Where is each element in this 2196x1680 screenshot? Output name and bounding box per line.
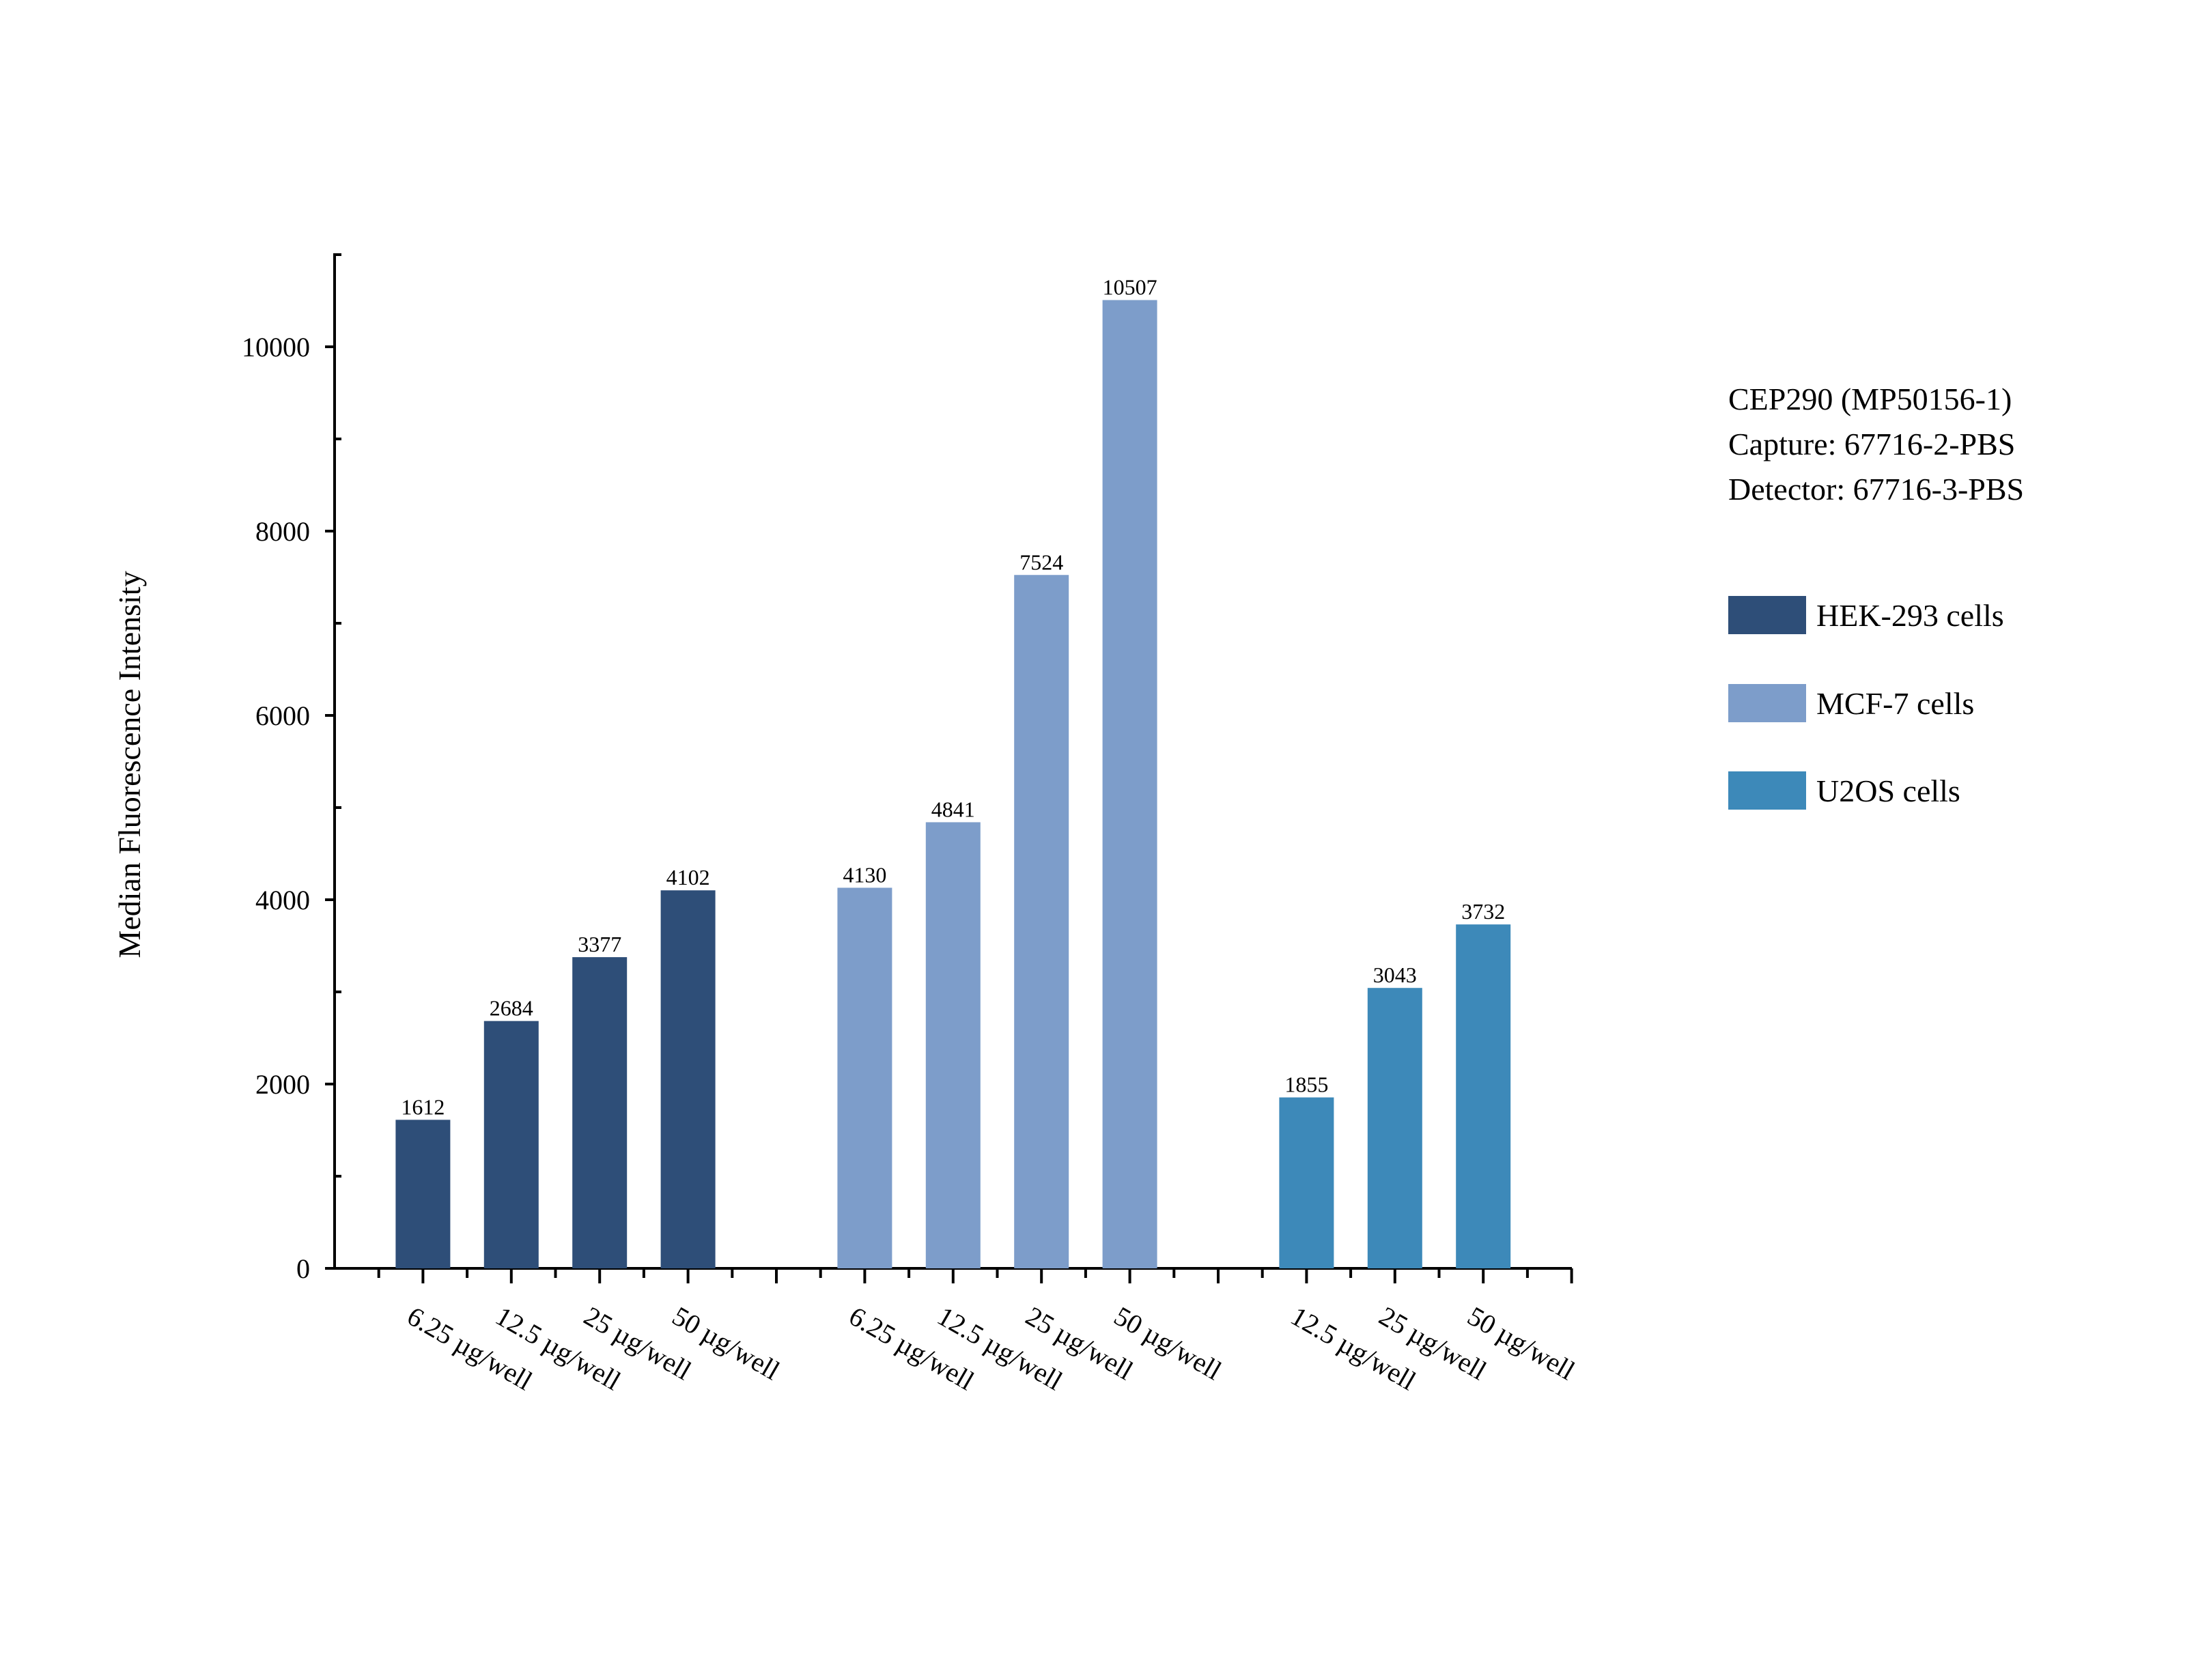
y-tick-label: 10000 (242, 332, 310, 362)
legend: HEK-293 cells MCF-7 cells U2OS cells (1728, 596, 2004, 810)
data-label: 3732 (1461, 899, 1505, 924)
data-label: 4130 (843, 862, 886, 887)
bar (572, 957, 628, 1268)
bar (1456, 924, 1511, 1268)
y-tick-label: 4000 (255, 885, 310, 915)
info-line-1: CEP290 (MP50156-1) (1728, 382, 2012, 416)
bar (1014, 575, 1069, 1268)
data-label: 3043 (1373, 963, 1417, 987)
data-label: 4841 (931, 797, 975, 821)
legend-swatch (1728, 684, 1806, 722)
info-line-3: Detector: 67716-3-PBS (1728, 472, 2024, 507)
bar (660, 890, 716, 1268)
legend-label: MCF-7 cells (1816, 686, 1974, 721)
bars (395, 300, 1511, 1269)
bar (837, 887, 892, 1268)
data-label: 3377 (578, 932, 621, 956)
data-label: 7524 (1019, 550, 1063, 574)
bar (1102, 300, 1157, 1269)
y-tick-label: 6000 (255, 700, 310, 731)
data-labels: 1612 2684 3377 4102 4130 4841 7524 10507 1855 304… (401, 275, 1505, 1120)
data-label: 10507 (1103, 275, 1157, 300)
legend-swatch (1728, 596, 1806, 634)
y-tick-label: 8000 (255, 516, 310, 547)
axes: 0 2000 4000 6000 8000 10000 (242, 253, 1573, 1284)
bar (1279, 1097, 1334, 1268)
bar (395, 1120, 451, 1268)
y-tick-label: 2000 (255, 1069, 310, 1100)
y-tick-label: 0 (296, 1253, 310, 1284)
data-label: 4102 (666, 865, 710, 889)
legend-label: U2OS cells (1816, 773, 1960, 808)
legend-swatch (1728, 771, 1806, 810)
legend-label: HEK-293 cells (1816, 598, 2004, 633)
info-line-2: Capture: 67716-2-PBS (1728, 427, 2015, 461)
data-label: 1855 (1284, 1072, 1328, 1097)
chart-info: CEP290 (MP50156-1) Capture: 67716-2-PBS … (1728, 382, 2024, 507)
data-label: 1612 (401, 1094, 445, 1119)
data-label: 2684 (490, 996, 533, 1021)
bar (483, 1021, 539, 1268)
bar (1367, 988, 1422, 1268)
y-axis-title: Median Fluorescence Intensity (112, 571, 147, 958)
bar (925, 822, 981, 1268)
